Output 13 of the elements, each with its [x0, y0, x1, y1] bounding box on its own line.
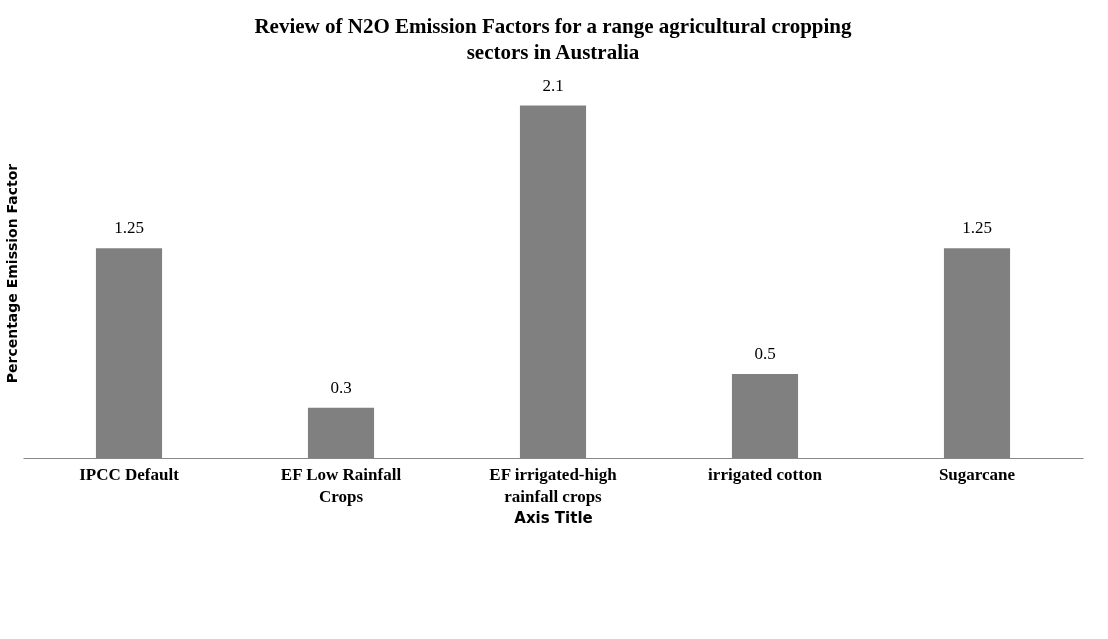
x-tick-label: IPCC Default	[79, 464, 180, 484]
x-tick-label: irrigated cotton	[708, 464, 823, 484]
chart-title: Review of N2O Emission Factors for a range agricultural cropping sectors in Australia	[254, 13, 853, 64]
data-label: 2.1	[542, 75, 564, 95]
x-tick-label: EF Low Rainfall Crops	[280, 464, 402, 506]
y-axis-title: Percentage Emission Factor	[3, 163, 20, 384]
data-label: 1.25	[962, 218, 992, 238]
x-tick-label: EF irrigated-high rainfall crops	[489, 464, 618, 506]
data-label: 0.5	[754, 344, 776, 364]
data-label: 0.3	[330, 377, 352, 397]
x-axis-title: Axis Title	[514, 508, 593, 527]
x-tick-label: Sugarcane	[938, 464, 1016, 484]
data-label: 1.25	[114, 218, 144, 238]
